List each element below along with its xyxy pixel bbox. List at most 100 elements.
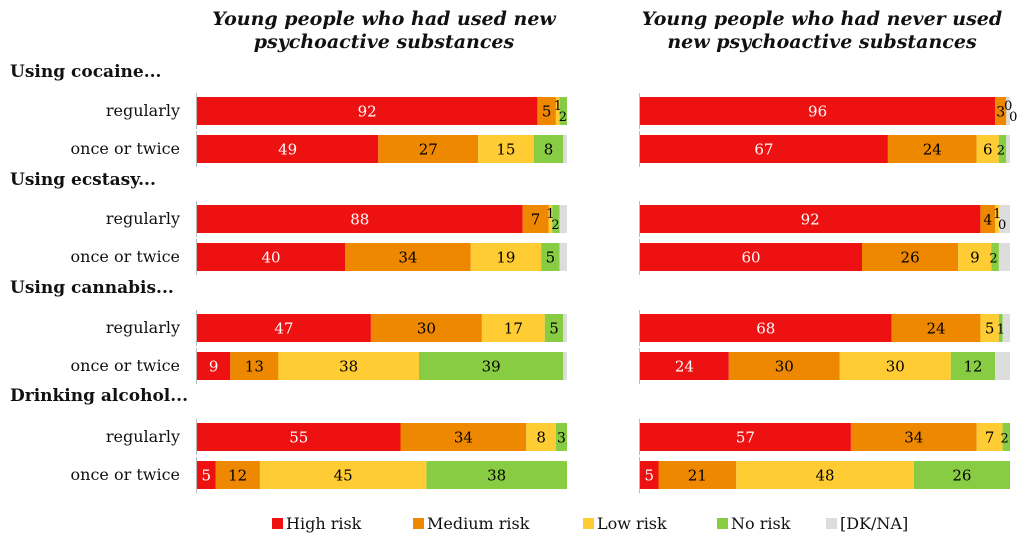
legend-item: Low risk xyxy=(583,514,667,533)
bar-segment xyxy=(640,97,996,125)
bar-segment xyxy=(640,135,888,163)
bar-segment xyxy=(640,352,729,380)
data-label: 1 xyxy=(993,207,1001,222)
row-label: once or twice xyxy=(70,465,181,484)
bar-segment xyxy=(426,461,567,489)
bar-segment xyxy=(640,243,862,271)
data-label: 3 xyxy=(557,431,566,447)
bar-segment xyxy=(728,352,840,380)
bar-segment xyxy=(640,423,851,451)
data-label: 38 xyxy=(339,358,358,376)
bar-segment xyxy=(537,97,556,125)
data-label: 1 xyxy=(997,323,1005,338)
bar-segment xyxy=(533,135,564,163)
bar-segment xyxy=(400,423,527,451)
data-label: 5 xyxy=(985,320,995,338)
bar-segment xyxy=(526,423,556,451)
data-label: 2 xyxy=(989,252,997,267)
data-label: 0 xyxy=(998,218,1006,233)
data-label: 68 xyxy=(756,320,775,338)
bar-segment xyxy=(995,352,1010,380)
row-label: once or twice xyxy=(70,356,181,375)
bar-segment xyxy=(559,243,567,271)
bar-segment xyxy=(378,135,479,163)
bar-segment xyxy=(541,243,560,271)
data-label: 7 xyxy=(531,211,541,229)
bar-segment xyxy=(995,97,1007,125)
bar-segment xyxy=(995,205,999,233)
data-label: 92 xyxy=(801,211,820,229)
bar-segment xyxy=(522,205,549,233)
bar-segment xyxy=(552,205,560,233)
legend-label: Low risk xyxy=(597,514,667,533)
data-label: 9 xyxy=(970,249,980,267)
bar-segment xyxy=(640,461,659,489)
bar-segment xyxy=(1002,423,1010,451)
data-label: 26 xyxy=(952,467,971,485)
bar-segment xyxy=(998,314,1003,342)
data-label: 2 xyxy=(997,144,1005,159)
bar-segment xyxy=(950,352,996,380)
data-label: 12 xyxy=(228,467,247,485)
row-label: regularly xyxy=(105,318,180,337)
row-label: regularly xyxy=(105,101,180,120)
bar-segment xyxy=(913,461,1010,489)
bar-segment xyxy=(658,461,737,489)
row-label: regularly xyxy=(105,209,180,228)
group-title: Drinking alcohol... xyxy=(10,386,188,406)
bar-segment xyxy=(563,314,567,342)
bar-segment xyxy=(215,461,260,489)
data-label: 92 xyxy=(358,103,377,121)
bar-segment xyxy=(197,352,231,380)
bar-segment xyxy=(887,135,977,163)
bar-segment xyxy=(478,135,534,163)
data-label: 5 xyxy=(542,103,552,121)
data-label: 45 xyxy=(334,467,353,485)
bar-segment xyxy=(850,423,977,451)
bar-segment xyxy=(197,423,401,451)
bar-segment xyxy=(548,205,553,233)
bar-segment xyxy=(862,243,959,271)
group-title: Using ecstasy... xyxy=(10,170,156,190)
data-label: 24 xyxy=(675,358,694,376)
data-label: 67 xyxy=(754,141,773,159)
legend-swatch xyxy=(413,518,424,529)
data-label: 88 xyxy=(350,211,369,229)
data-label: 60 xyxy=(741,249,760,267)
legend-swatch xyxy=(717,518,728,529)
legend: High risk Medium risk Low risk No risk [DK/N… xyxy=(0,514,1018,538)
data-label: 49 xyxy=(278,141,297,159)
bar-segment xyxy=(563,135,567,163)
legend-swatch xyxy=(583,518,594,529)
group-title: Using cannabis... xyxy=(10,278,174,298)
data-label: 12 xyxy=(963,358,982,376)
bar-segment xyxy=(998,243,1010,271)
data-label: 17 xyxy=(504,320,523,338)
data-label: 8 xyxy=(544,141,554,159)
data-label: 8 xyxy=(536,429,546,447)
bar-segment xyxy=(998,135,1007,163)
bar-segment xyxy=(891,314,981,342)
bar-segment xyxy=(197,461,216,489)
data-label: 48 xyxy=(815,467,834,485)
bar-segment xyxy=(278,352,419,380)
bar-segment xyxy=(470,243,542,271)
bar-segment xyxy=(345,243,471,271)
data-label: 40 xyxy=(261,249,280,267)
data-label: 5 xyxy=(549,320,559,338)
bar-segment xyxy=(481,314,545,342)
data-label: 34 xyxy=(454,429,473,447)
data-label: 47 xyxy=(274,320,293,338)
bar-segment xyxy=(555,423,567,451)
bar-segment xyxy=(736,461,914,489)
bar-segment xyxy=(563,352,567,380)
bar-segment xyxy=(259,461,427,489)
bar-segment xyxy=(544,314,564,342)
legend-label: [DK/NA] xyxy=(840,514,909,533)
data-label: 5 xyxy=(201,467,211,485)
legend-label: Medium risk xyxy=(427,514,530,533)
data-label: 24 xyxy=(923,141,942,159)
bar-segment xyxy=(1002,314,1010,342)
data-label: 6 xyxy=(983,141,993,159)
